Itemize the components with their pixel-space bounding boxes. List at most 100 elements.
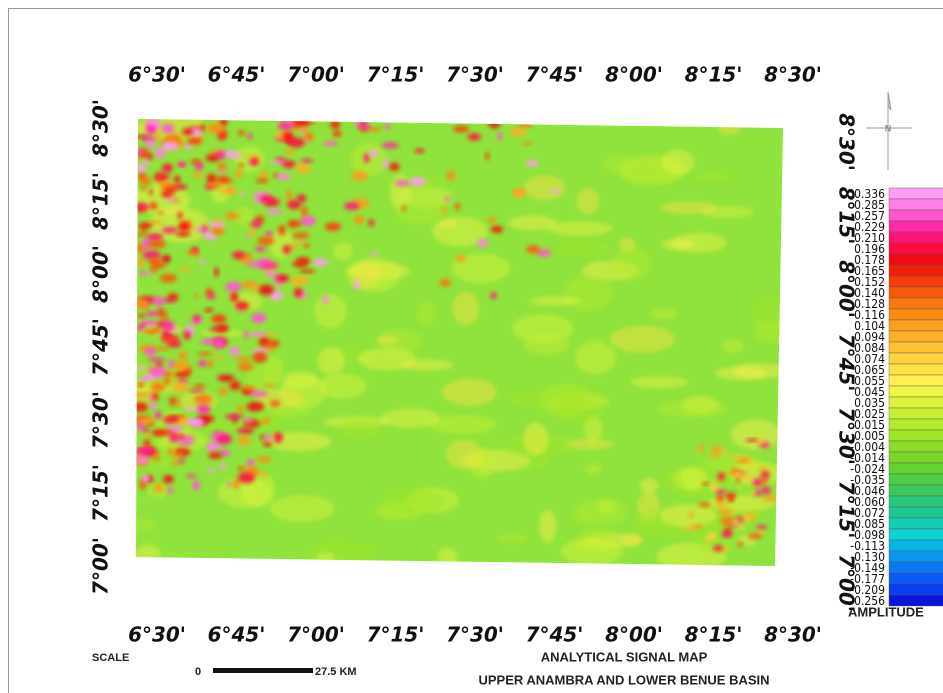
- map-anomaly: [237, 428, 254, 434]
- map-anomaly: [150, 267, 157, 273]
- map-anomaly: [238, 466, 244, 472]
- map-anomaly: [721, 448, 726, 457]
- map-anomaly: [275, 275, 289, 282]
- legend-swatch: [889, 518, 943, 529]
- map-anomaly: [217, 170, 227, 173]
- map-texture: [255, 408, 285, 429]
- map-anomaly: [244, 331, 249, 339]
- map-texture: [560, 383, 585, 417]
- legend-swatch: [889, 507, 943, 518]
- map-anomaly: [202, 339, 215, 345]
- map-texture: [657, 401, 728, 418]
- map-anomaly: [205, 308, 214, 312]
- map-texture: [395, 200, 445, 224]
- map-texture: [508, 215, 557, 230]
- map-anomaly: [155, 148, 165, 158]
- map-anomaly: [468, 133, 481, 140]
- latitude-label-left: 7°45': [89, 318, 113, 376]
- map-anomaly: [168, 425, 184, 431]
- latitude-label-left: 8°30': [89, 99, 113, 157]
- map-anomaly: [395, 180, 410, 186]
- legend-swatch: [889, 496, 943, 507]
- map-anomaly: [133, 233, 148, 237]
- map-anomaly: [229, 381, 240, 391]
- map-anomaly: [163, 254, 170, 263]
- map-anomaly: [261, 262, 278, 268]
- map-anomaly: [453, 126, 469, 132]
- map-anomaly: [172, 460, 179, 466]
- map-anomaly: [137, 449, 155, 453]
- map-anomaly: [457, 254, 466, 262]
- legend-swatch: [889, 320, 943, 331]
- map-anomaly: [145, 432, 150, 438]
- legend-swatch: [889, 463, 943, 474]
- map-anomaly: [344, 202, 359, 210]
- map-anomaly: [722, 545, 730, 551]
- map-anomaly: [138, 222, 152, 228]
- map-anomaly: [251, 158, 259, 166]
- legend-swatch: [889, 232, 943, 243]
- map-anomaly: [718, 472, 725, 481]
- legend-swatch: [889, 584, 943, 595]
- map-anomaly: [145, 347, 157, 356]
- legend-swatch: [889, 188, 943, 199]
- map-texture: [661, 149, 694, 174]
- map-anomaly: [162, 124, 175, 134]
- map-anomaly: [716, 489, 726, 494]
- map-anomaly: [278, 121, 291, 131]
- map-anomaly: [243, 386, 257, 390]
- map-anomaly: [756, 525, 767, 529]
- map-texture: [575, 342, 616, 374]
- map-anomaly: [259, 337, 270, 347]
- map-anomaly: [198, 360, 207, 367]
- map-anomaly: [249, 332, 267, 337]
- map-anomaly: [301, 159, 314, 163]
- map-anomaly: [183, 407, 199, 410]
- map-anomaly: [182, 128, 193, 136]
- map-anomaly: [169, 397, 176, 406]
- map-anomaly: [247, 459, 255, 467]
- map-anomaly: [155, 133, 161, 140]
- map-anomaly: [193, 314, 201, 322]
- map-anomaly: [518, 121, 534, 127]
- legend-swatch: [889, 199, 943, 210]
- map-anomaly: [247, 402, 264, 412]
- map-anomaly: [323, 295, 329, 303]
- longitude-label-top: 6°30': [128, 63, 186, 87]
- map-texture: [612, 247, 651, 280]
- map-anomaly: [239, 192, 245, 196]
- legend-swatch: [889, 573, 943, 584]
- map-anomaly: [149, 189, 153, 195]
- map-texture: [563, 276, 613, 311]
- map-anomaly: [207, 442, 218, 452]
- map-anomaly: [215, 339, 223, 349]
- map-anomaly: [372, 251, 378, 257]
- map-anomaly: [268, 340, 280, 347]
- map-anomaly: [299, 269, 315, 273]
- map-anomaly: [364, 153, 370, 163]
- map-anomaly: [151, 401, 157, 411]
- map-anomaly: [137, 164, 146, 174]
- map-anomaly: [162, 227, 178, 233]
- map-anomaly: [477, 239, 488, 247]
- map-anomaly: [131, 393, 149, 397]
- map-anomaly: [161, 191, 172, 197]
- legend-swatch: [889, 408, 943, 419]
- legend-swatch: [889, 331, 943, 342]
- legend-swatch: [889, 364, 943, 375]
- map-anomaly: [237, 405, 244, 412]
- legend-label: -0.256: [850, 594, 885, 608]
- map-anomaly: [238, 130, 245, 135]
- map-anomaly: [550, 190, 561, 194]
- map-texture: [452, 292, 479, 325]
- map-anomaly: [294, 288, 302, 298]
- map-anomaly: [296, 257, 310, 265]
- map-anomaly: [300, 277, 310, 280]
- map-anomaly: [218, 162, 227, 170]
- map-anomaly: [211, 314, 226, 323]
- legend-swatch: [889, 441, 943, 452]
- longitude-label-top: 7°00': [287, 63, 345, 87]
- longitude-label-bottom: 7°15': [367, 623, 425, 647]
- map-anomaly: [488, 118, 500, 128]
- map-anomaly: [236, 357, 251, 362]
